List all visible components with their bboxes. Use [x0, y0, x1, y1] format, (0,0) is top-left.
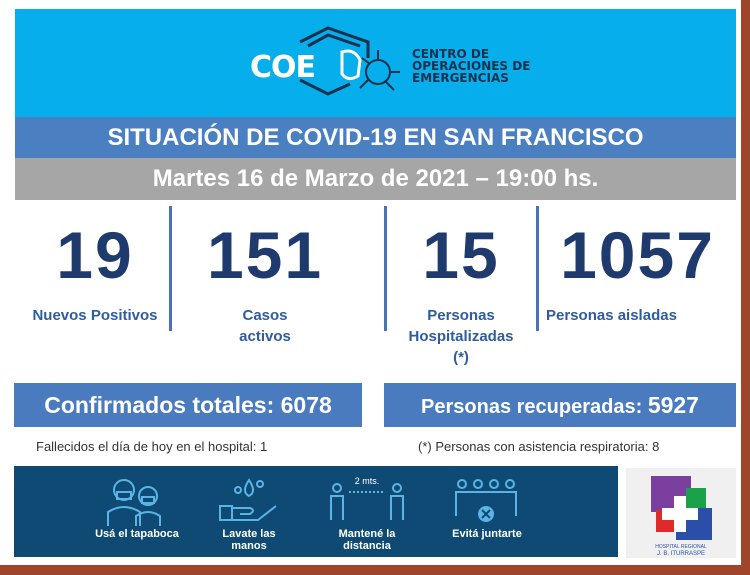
divider — [169, 206, 172, 331]
org-line: OPERACIONES DE — [412, 59, 531, 73]
tip-label: Lavate las manos — [222, 528, 276, 552]
stat-active-cases: 151 Casos activos — [195, 215, 335, 347]
stat-new-positives: 19 Nuevos Positivos — [20, 215, 170, 326]
org-line: EMERGENCIAS — [412, 71, 509, 85]
coe-logo: COE — [250, 50, 316, 85]
respiratory-note: (*) Personas con asistencia respiratoria… — [418, 439, 660, 454]
svg-text:HOSPITAL REGIONAL: HOSPITAL REGIONAL — [655, 544, 707, 550]
page-title: SITUACIÓN DE COVID-19 EN SAN FRANCISCO — [15, 117, 736, 158]
divider — [384, 206, 387, 331]
stat-value: 1057 — [560, 218, 715, 292]
stat-hospitalized: 15 Personas Hospitalizadas (*) — [385, 215, 537, 368]
prevention-banner: Usá el tapaboca Lavate las manos 2 mts. … — [14, 466, 618, 557]
org-line: CENTRO DE — [412, 47, 490, 61]
distance-icon: 2 mts. — [330, 476, 404, 520]
stat-value: 19 — [56, 218, 134, 292]
tip-mask: Usá el tapaboca — [92, 474, 182, 540]
distance-label: 2 mts. — [355, 476, 380, 486]
virus-logo-icon — [299, 26, 400, 96]
stat-label: Nuevos Positivos — [32, 307, 158, 324]
confirmed-total: Confirmados totales: 6078 — [14, 383, 362, 427]
confirmed-value: 6078 — [280, 392, 332, 418]
divider — [536, 206, 539, 331]
stat-value: 151 — [206, 218, 324, 292]
stat-isolated: 1057 Personas aisladas — [540, 215, 735, 326]
hand-wash-icon — [219, 478, 277, 521]
frame-border — [0, 565, 750, 575]
confirmed-label: Confirmados totales: — [44, 392, 275, 418]
tip-no-crowd: Evitá juntarte — [442, 474, 532, 540]
org-name: CENTRO DE OPERACIONES DE EMERGENCIAS — [412, 48, 530, 84]
recovered-total: Personas recuperadas: 5927 — [384, 383, 736, 427]
frame-border — [741, 0, 750, 575]
svg-text:J. B. ITURRASPE: J. B. ITURRASPE — [657, 551, 705, 557]
recovered-label: Personas recuperadas: — [421, 396, 643, 418]
tip-label: Usá el tapaboca — [95, 528, 179, 540]
header-banner — [15, 9, 736, 117]
stat-label: Casos activos — [239, 307, 291, 345]
stat-label: Personas Hospitalizadas (*) — [408, 307, 514, 366]
stat-label: Personas aisladas — [546, 307, 677, 324]
report-date: Martes 16 de Marzo de 2021 – 19:00 hs. — [15, 158, 736, 200]
hospital-logo: HOSPITAL REGIONAL J. B. ITURRASPE — [626, 468, 736, 558]
mask-icon — [107, 479, 161, 526]
tip-label: Evitá juntarte — [452, 528, 522, 540]
deaths-note: Fallecidos el día de hoy en el hospital:… — [36, 439, 268, 454]
tip-distance: 2 mts. Mantené la distancia — [322, 474, 412, 552]
tip-wash: Lavate las manos — [204, 474, 294, 552]
tip-label: Mantené la distancia — [338, 528, 396, 552]
hospital-cross-logo-icon: HOSPITAL REGIONAL J. B. ITURRASPE — [651, 476, 712, 557]
stat-value: 15 — [422, 218, 500, 292]
no-crowd-icon — [455, 479, 517, 522]
recovered-value: 5927 — [647, 392, 699, 418]
